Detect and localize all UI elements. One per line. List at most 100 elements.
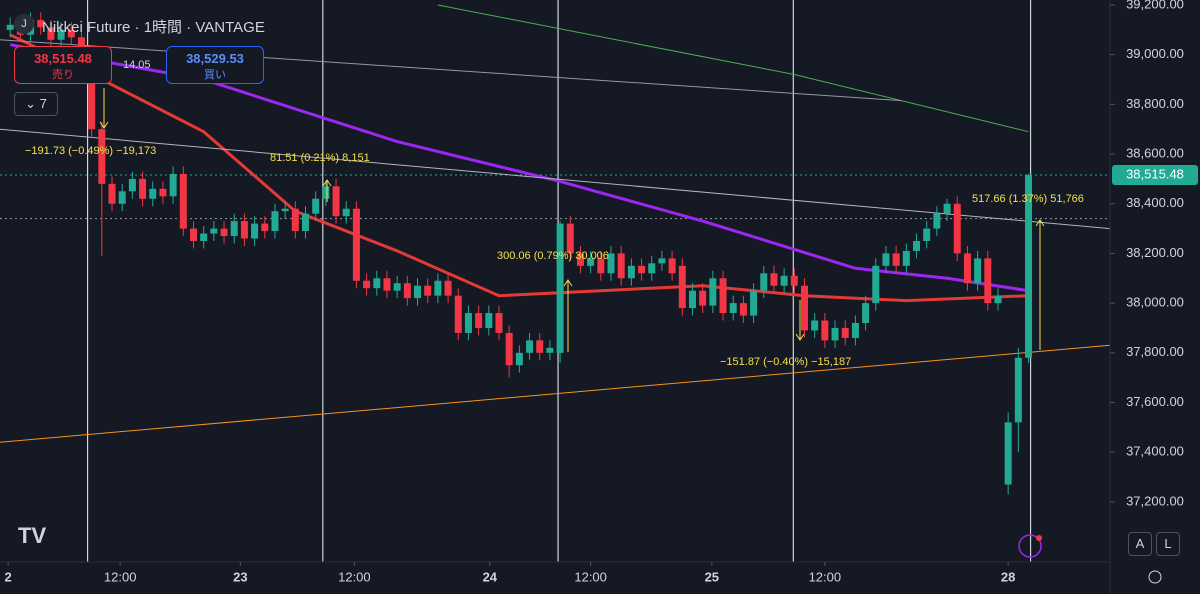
x-tick-label: 28 (1001, 569, 1015, 584)
candle-body (332, 186, 340, 217)
symbol-title: Nikkei Future · 1時間 · VANTAGE (42, 19, 265, 36)
indicator-count: 7 (39, 96, 47, 111)
candle-body (719, 278, 727, 314)
spread: 14.05 (123, 59, 151, 71)
measure-label: −151.87 (−0.40%) −15,187 (720, 356, 851, 368)
candle-body (576, 253, 584, 266)
y-tick-label: 37,800.00 (1126, 344, 1184, 359)
candle-body (821, 320, 829, 341)
measure-label: 517.66 (1.37%) 51,766 (972, 193, 1084, 205)
candle-body (617, 253, 625, 279)
x-tick-label: 12:00 (338, 569, 371, 584)
measure-label: −191.73 (−0.49%) −19,173 (25, 145, 156, 157)
candle-body (271, 211, 279, 232)
candle-body (393, 283, 401, 291)
candle-body (47, 27, 55, 40)
candle-body (230, 221, 238, 237)
settings-icon[interactable] (1148, 570, 1162, 584)
candle-body (220, 228, 228, 237)
candle-body (495, 313, 503, 333)
y-tick-label: 38,800.00 (1126, 96, 1184, 111)
sell-button[interactable]: 38,515.48 売り (14, 46, 112, 84)
alert-dot (1036, 535, 1042, 541)
alert-icon[interactable] (1018, 534, 1042, 558)
candle-body (750, 290, 758, 316)
candle-body (923, 228, 931, 241)
candle-body (505, 332, 513, 366)
candle-body (6, 24, 14, 30)
candle-body (699, 290, 707, 306)
candle-body (790, 275, 798, 286)
candle-body (739, 303, 747, 316)
candle-body (475, 313, 483, 328)
candle-body (1014, 357, 1022, 423)
buy-price: 38,529.53 (186, 51, 244, 66)
candle-body (943, 203, 951, 214)
candle-body (994, 295, 1002, 304)
indicator-line (0, 128, 1110, 230)
log-button[interactable]: L (1156, 532, 1180, 556)
candle-body (312, 198, 320, 214)
candle-body (933, 213, 941, 229)
x-tick-label: 24 (483, 569, 498, 584)
candle-body (1025, 175, 1033, 358)
candle-body (169, 173, 177, 197)
candle-body (352, 208, 360, 281)
candle-body (638, 265, 646, 274)
candle-body (464, 313, 472, 333)
candle-body (37, 19, 45, 28)
candle-body (862, 303, 870, 323)
candle-body (872, 265, 880, 304)
candle-body (108, 183, 116, 204)
candle-body (322, 186, 330, 199)
candle-body (760, 273, 768, 291)
x-tick-label: 12:00 (809, 569, 842, 584)
sell-label: 売り (52, 69, 74, 81)
y-tick-label: 37,400.00 (1126, 444, 1184, 459)
candle-body (444, 280, 452, 296)
candle-body (67, 29, 75, 38)
candle-body (251, 223, 259, 239)
candle-body (597, 258, 605, 274)
candle-body (729, 303, 737, 314)
logo: TV (18, 523, 46, 548)
candle-body (566, 223, 574, 254)
indicator-line (437, 4, 1029, 133)
candle-body (98, 129, 106, 184)
measure-label: 300.06 (0.79%) 30,006 (497, 250, 609, 262)
candle-body (831, 327, 839, 341)
candle-body (963, 253, 971, 284)
x-tick-label: 25 (705, 569, 719, 584)
auto-button[interactable]: A (1128, 532, 1152, 556)
y-tick-label: 38,000.00 (1126, 295, 1184, 310)
sell-price: 38,515.48 (34, 51, 92, 66)
x-tick-label: 12:00 (104, 569, 137, 584)
candle-body (383, 278, 391, 291)
x-tick-label: 12:00 (574, 569, 607, 584)
candle-body (485, 313, 493, 328)
candle-body (88, 54, 96, 130)
candle-body (342, 208, 350, 217)
candle-body (373, 278, 381, 289)
measure-label: 81.51 (0.21%) 8,151 (270, 152, 370, 164)
candle-body (261, 223, 269, 232)
candle-body (851, 322, 859, 338)
indicator-line (0, 344, 1110, 443)
measure-arrows (99, 88, 1045, 352)
buy-button[interactable]: 38,529.53 買い (166, 46, 264, 84)
candle-body (607, 253, 615, 274)
candle-body (953, 203, 961, 254)
y-tick-label: 39,000.00 (1126, 46, 1184, 61)
y-tick-label: 37,200.00 (1126, 493, 1184, 508)
candle-body (648, 263, 656, 274)
candle-body (556, 223, 564, 353)
indicator-toggle[interactable]: ⌄ 7 (14, 92, 58, 116)
candle-body (902, 250, 910, 266)
candle-body (546, 347, 554, 353)
candle-body (709, 278, 717, 306)
candle-body (454, 295, 462, 333)
candle-body (139, 178, 147, 199)
y-tick-label: 38,400.00 (1126, 195, 1184, 210)
